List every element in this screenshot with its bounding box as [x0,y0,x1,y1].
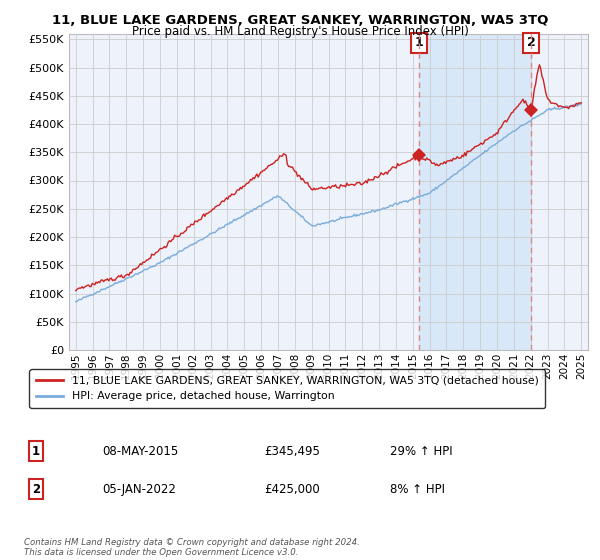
Text: 08-MAY-2015: 08-MAY-2015 [102,445,178,458]
Text: 1: 1 [414,36,423,49]
Text: 8% ↑ HPI: 8% ↑ HPI [390,483,445,496]
Text: £345,495: £345,495 [264,445,320,458]
Text: £425,000: £425,000 [264,483,320,496]
Text: 1: 1 [32,445,40,458]
Text: 2: 2 [527,36,535,49]
Legend: 11, BLUE LAKE GARDENS, GREAT SANKEY, WARRINGTON, WA5 3TQ (detached house), HPI: : 11, BLUE LAKE GARDENS, GREAT SANKEY, WAR… [29,370,545,408]
Text: Price paid vs. HM Land Registry's House Price Index (HPI): Price paid vs. HM Land Registry's House … [131,25,469,38]
Text: Contains HM Land Registry data © Crown copyright and database right 2024.
This d: Contains HM Land Registry data © Crown c… [24,538,360,557]
Text: 2: 2 [32,483,40,496]
Bar [419,34,531,350]
Text: 11, BLUE LAKE GARDENS, GREAT SANKEY, WARRINGTON, WA5 3TQ: 11, BLUE LAKE GARDENS, GREAT SANKEY, WAR… [52,14,548,27]
Text: 29% ↑ HPI: 29% ↑ HPI [390,445,452,458]
Text: 05-JAN-2022: 05-JAN-2022 [102,483,176,496]
